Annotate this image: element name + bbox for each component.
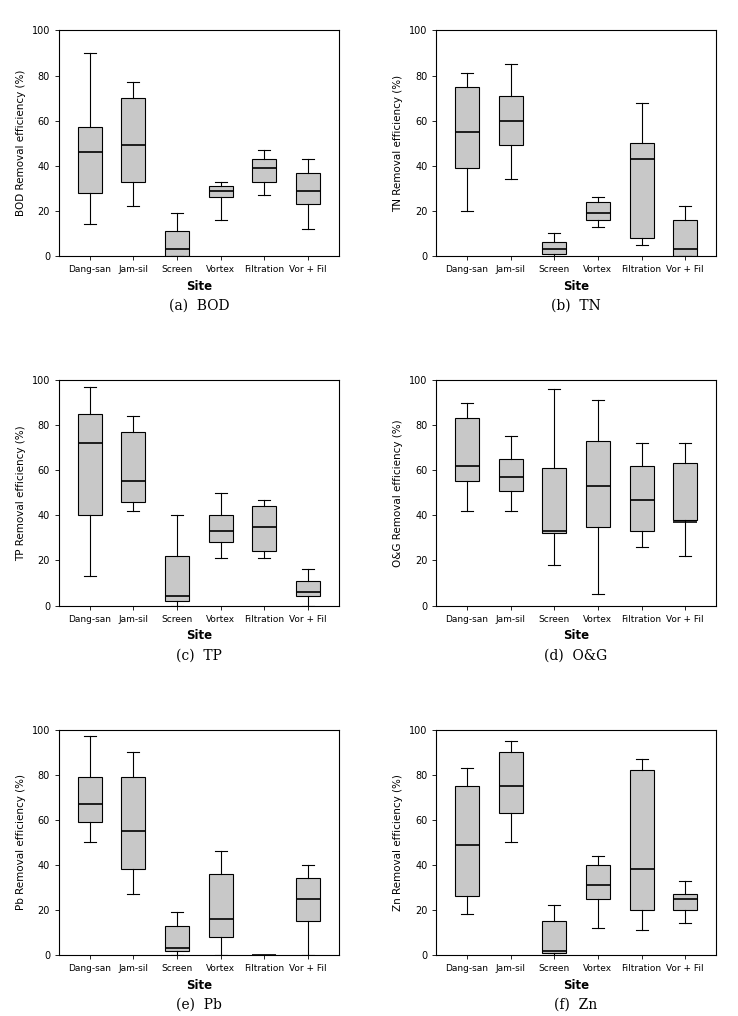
PathPatch shape	[499, 459, 523, 491]
PathPatch shape	[77, 127, 102, 193]
PathPatch shape	[455, 86, 479, 168]
PathPatch shape	[499, 96, 523, 145]
Y-axis label: TN Removal efficiency (%): TN Removal efficiency (%)	[393, 74, 404, 211]
X-axis label: Site: Site	[563, 279, 589, 293]
PathPatch shape	[165, 556, 189, 601]
Text: (b)  TN: (b) TN	[551, 299, 601, 313]
PathPatch shape	[673, 463, 697, 520]
PathPatch shape	[455, 419, 479, 482]
PathPatch shape	[542, 922, 566, 953]
PathPatch shape	[209, 874, 232, 937]
PathPatch shape	[586, 441, 610, 526]
Text: (a)  BOD: (a) BOD	[168, 299, 229, 313]
Y-axis label: Zn Removal efficiency (%): Zn Removal efficiency (%)	[393, 774, 404, 910]
PathPatch shape	[121, 99, 145, 182]
Text: (d)  O&G: (d) O&G	[545, 648, 607, 662]
PathPatch shape	[252, 160, 276, 182]
Y-axis label: BOD Removal efficiency (%): BOD Removal efficiency (%)	[16, 70, 26, 216]
PathPatch shape	[673, 894, 697, 910]
X-axis label: Site: Site	[563, 629, 589, 642]
PathPatch shape	[586, 202, 610, 219]
PathPatch shape	[77, 414, 102, 515]
Y-axis label: Pb Removal efficiency (%): Pb Removal efficiency (%)	[16, 774, 26, 910]
PathPatch shape	[165, 926, 189, 951]
Text: (f)  Zn: (f) Zn	[554, 998, 598, 1012]
X-axis label: Site: Site	[186, 978, 212, 992]
PathPatch shape	[586, 865, 610, 899]
PathPatch shape	[296, 879, 320, 922]
PathPatch shape	[121, 777, 145, 870]
PathPatch shape	[296, 581, 320, 596]
PathPatch shape	[673, 219, 697, 256]
X-axis label: Site: Site	[186, 279, 212, 293]
PathPatch shape	[542, 468, 566, 533]
X-axis label: Site: Site	[563, 978, 589, 992]
PathPatch shape	[630, 143, 654, 238]
Y-axis label: TP Removal efficiency (%): TP Removal efficiency (%)	[16, 425, 26, 561]
PathPatch shape	[252, 506, 276, 552]
PathPatch shape	[455, 786, 479, 896]
PathPatch shape	[165, 232, 189, 256]
PathPatch shape	[630, 770, 654, 910]
X-axis label: Site: Site	[186, 629, 212, 642]
PathPatch shape	[499, 752, 523, 813]
PathPatch shape	[209, 186, 232, 197]
PathPatch shape	[296, 173, 320, 204]
Text: (c)  TP: (c) TP	[176, 648, 221, 662]
PathPatch shape	[121, 432, 145, 502]
PathPatch shape	[77, 777, 102, 822]
PathPatch shape	[209, 515, 232, 543]
PathPatch shape	[630, 465, 654, 531]
Y-axis label: O&G Removal efficiency (%): O&G Removal efficiency (%)	[393, 419, 404, 567]
PathPatch shape	[542, 243, 566, 254]
Text: (e)  Pb: (e) Pb	[176, 998, 221, 1012]
